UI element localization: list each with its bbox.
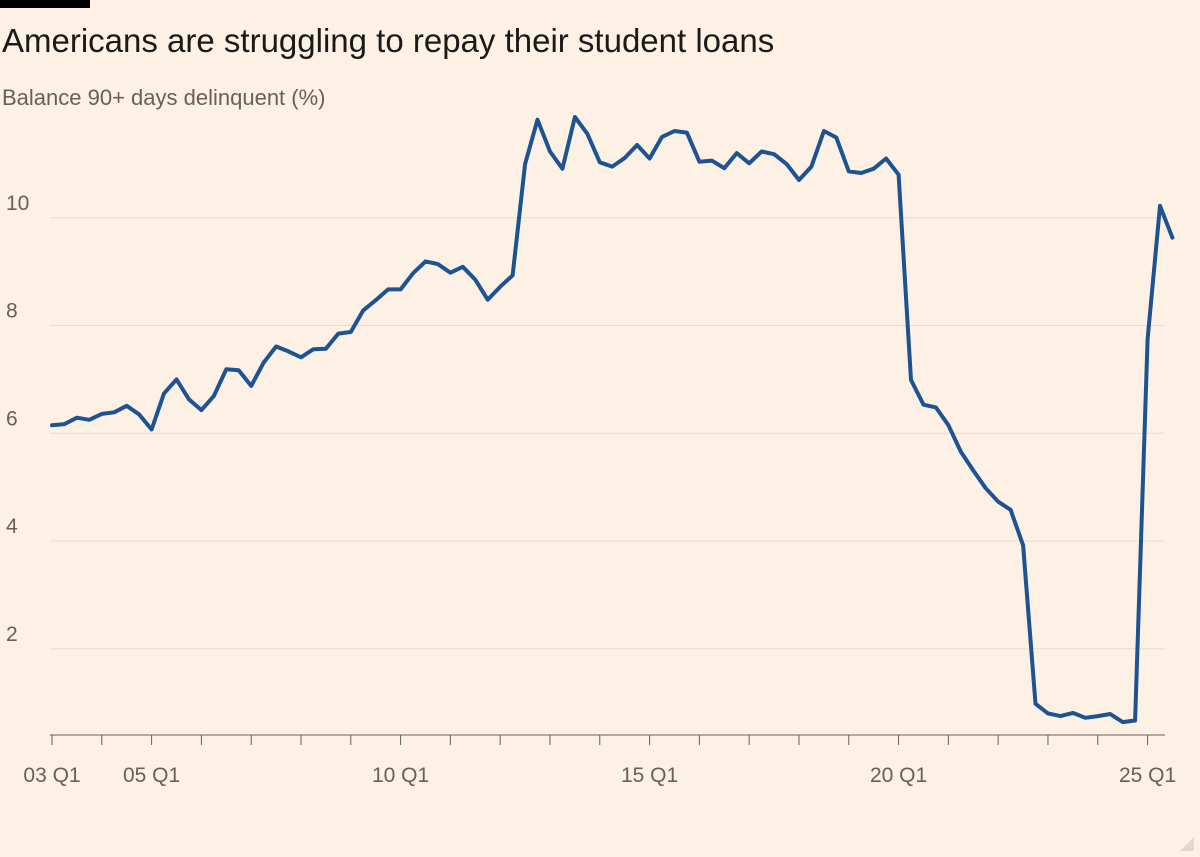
x-tick-label: 20 Q1 [870, 764, 927, 787]
y-tick-label: 10 [6, 192, 29, 215]
brand-bar [0, 0, 90, 8]
series-line [50, 115, 1175, 725]
resize-grip-icon [1180, 837, 1194, 851]
x-tick-label: 25 Q1 [1119, 764, 1176, 787]
x-tick-label: 15 Q1 [621, 764, 678, 787]
y-tick-label: 4 [6, 515, 18, 538]
y-tick-label: 2 [6, 623, 18, 646]
chart-title: Americans are struggling to repay their … [2, 22, 775, 59]
y-tick-label: 6 [6, 407, 18, 430]
chart-subtitle: Balance 90+ days delinquent (%) [2, 85, 326, 110]
x-tick-label: 10 Q1 [372, 764, 429, 787]
y-tick-label: 8 [6, 300, 18, 323]
x-tick-label: 03 Q1 [23, 764, 80, 787]
x-tick-label: 05 Q1 [123, 764, 180, 787]
